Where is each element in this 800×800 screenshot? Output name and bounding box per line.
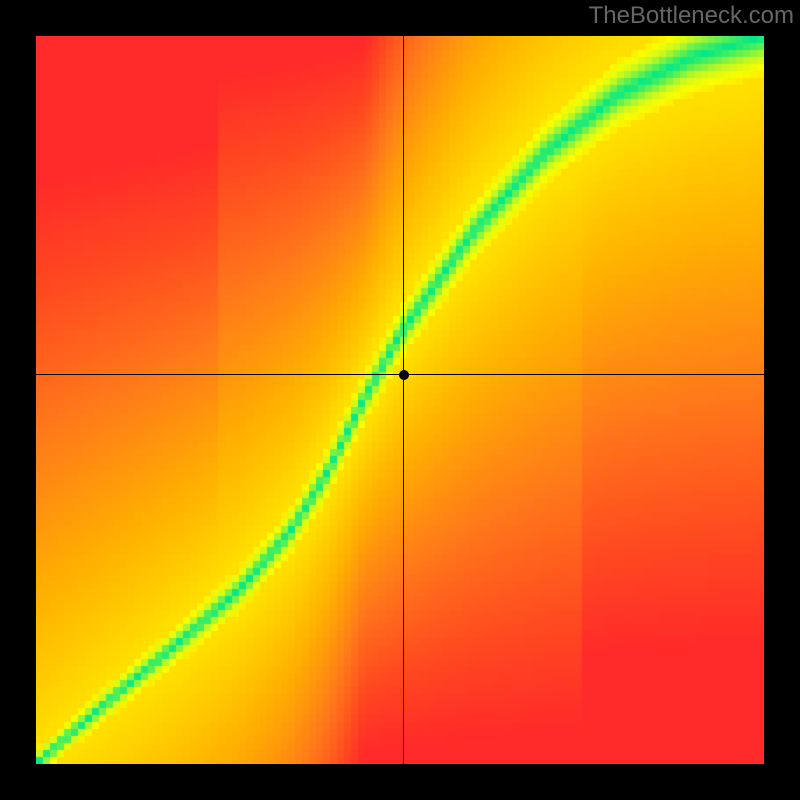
- chart-container: TheBottleneck.com: [0, 0, 800, 800]
- marker-dot: [399, 370, 409, 380]
- crosshair-vertical: [403, 36, 404, 764]
- heatmap-plot: [36, 36, 764, 764]
- watermark-text: TheBottleneck.com: [589, 2, 794, 30]
- heatmap-canvas: [36, 36, 764, 764]
